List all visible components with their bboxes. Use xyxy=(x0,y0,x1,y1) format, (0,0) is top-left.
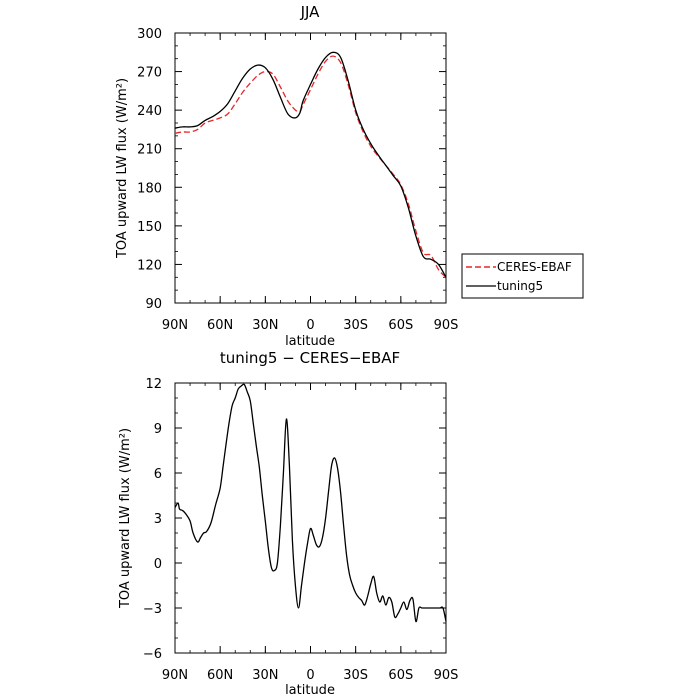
y-tick-label: 300 xyxy=(137,27,162,42)
y-tick-label: 9 xyxy=(154,422,162,437)
y-tick-label: −3 xyxy=(143,602,162,617)
flux-panel-frame xyxy=(174,32,447,304)
y-tick-label: 12 xyxy=(145,377,162,392)
y-tick-label: −6 xyxy=(143,647,162,662)
y-tick-label: 0 xyxy=(154,557,162,572)
series-line-tuning5 xyxy=(174,51,447,278)
difference-panel-axes: 90N 60N 30N 0 30S 60S 90S −6 −3 0 3 6 9 12 xyxy=(143,377,459,683)
x-tick-label: 0 xyxy=(306,668,314,683)
series-line-ceres-ebaf xyxy=(174,55,447,278)
x-tick-label: 60S xyxy=(388,318,413,333)
y-tick-label: 270 xyxy=(137,66,162,81)
x-tick-label: 60N xyxy=(207,318,233,333)
x-tick-label: 30S xyxy=(343,668,368,683)
x-tick-label: 90N xyxy=(162,318,188,333)
flux-panel-xlabel: latitude xyxy=(285,334,335,349)
difference-panel-xlabel: latitude xyxy=(285,683,335,698)
x-tick-label: 0 xyxy=(306,318,314,333)
y-tick-label: 240 xyxy=(137,104,162,119)
difference-panel-series xyxy=(174,383,447,623)
legend-label-tuning5: tuning5 xyxy=(497,279,543,293)
x-tick-label: 30N xyxy=(252,318,278,333)
legend: CERES-EBAF tuning5 xyxy=(461,253,584,299)
x-tick-label: 60N xyxy=(207,668,233,683)
difference-panel-ylabel: TOA upward LW flux (W/m²) xyxy=(118,428,133,609)
y-tick-label: 3 xyxy=(154,512,162,527)
y-tick-label: 210 xyxy=(137,143,162,158)
x-tick-label: 90S xyxy=(434,668,459,683)
legend-label-ceres-ebaf: CERES-EBAF xyxy=(497,260,572,274)
flux-panel-series xyxy=(174,51,447,278)
x-tick-label: 30S xyxy=(343,318,368,333)
x-tick-label: 60S xyxy=(388,668,413,683)
y-tick-label: 180 xyxy=(137,181,162,196)
y-tick-label: 90 xyxy=(145,297,162,312)
difference-panel: tuning5 − CERES−EBAF 90N 60N 30N 0 30S 60S 90S… xyxy=(118,349,458,698)
y-tick-label: 6 xyxy=(154,467,162,482)
x-tick-label: 30N xyxy=(252,668,278,683)
series-line-difference-panel-difference xyxy=(174,383,447,623)
x-tick-label: 90N xyxy=(162,668,188,683)
legend-box xyxy=(461,253,584,299)
flux-panel: JJA 90N 60N 30N 0 30S 60S 90S 90 120 150 180 210 240… xyxy=(115,3,584,349)
flux-panel-axes: 90N 60N 30N 0 30S 60S 90S 90 120 150 180 210 240 270 3… xyxy=(137,27,458,333)
difference-panel-frame xyxy=(174,382,447,654)
difference-panel-title: tuning5 − CERES−EBAF xyxy=(220,349,400,367)
x-tick-label: 90S xyxy=(434,318,459,333)
y-tick-label: 150 xyxy=(137,220,162,235)
flux-panel-ylabel: TOA upward LW flux (W/m²) xyxy=(115,78,130,259)
flux-panel-title: JJA xyxy=(300,3,321,21)
y-tick-label: 120 xyxy=(137,258,162,273)
